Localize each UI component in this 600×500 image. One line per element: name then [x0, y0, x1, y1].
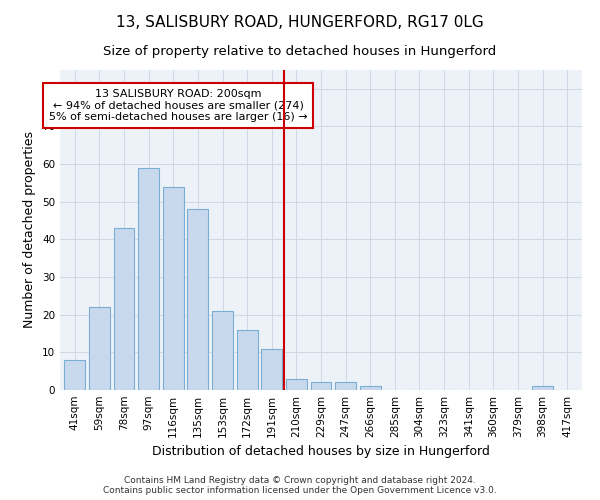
Text: 13 SALISBURY ROAD: 200sqm
← 94% of detached houses are smaller (274)
5% of semi-: 13 SALISBURY ROAD: 200sqm ← 94% of detac…	[49, 89, 308, 122]
Bar	[64, 360, 85, 390]
Bar	[236, 330, 257, 390]
Bar	[311, 382, 331, 390]
Bar	[138, 168, 159, 390]
Bar	[286, 378, 307, 390]
Text: 13, SALISBURY ROAD, HUNGERFORD, RG17 0LG: 13, SALISBURY ROAD, HUNGERFORD, RG17 0LG	[116, 15, 484, 30]
Bar	[261, 348, 282, 390]
Bar	[360, 386, 381, 390]
Bar	[163, 186, 184, 390]
X-axis label: Distribution of detached houses by size in Hungerford: Distribution of detached houses by size …	[152, 446, 490, 458]
Text: Size of property relative to detached houses in Hungerford: Size of property relative to detached ho…	[103, 45, 497, 58]
Bar	[335, 382, 356, 390]
Bar	[89, 307, 110, 390]
Bar	[212, 311, 233, 390]
Bar	[113, 228, 134, 390]
Y-axis label: Number of detached properties: Number of detached properties	[23, 132, 37, 328]
Bar	[532, 386, 553, 390]
Bar	[187, 210, 208, 390]
Text: Contains HM Land Registry data © Crown copyright and database right 2024.
Contai: Contains HM Land Registry data © Crown c…	[103, 476, 497, 495]
